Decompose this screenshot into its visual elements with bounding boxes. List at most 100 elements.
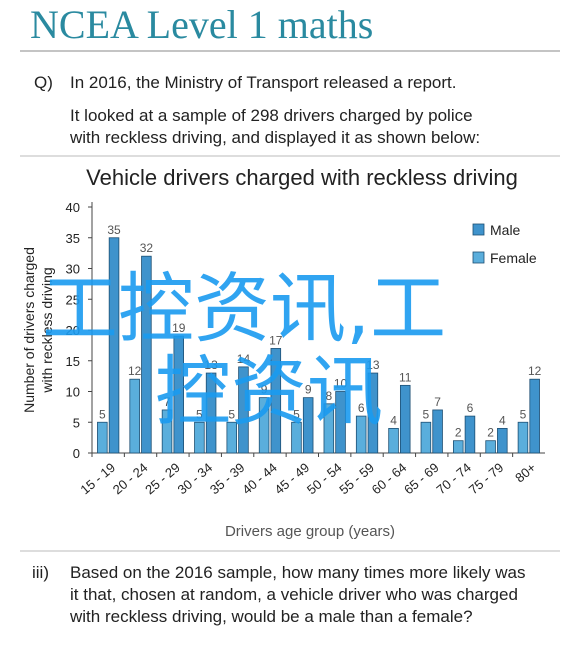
legend-swatch <box>472 223 485 236</box>
bar <box>432 409 443 454</box>
y-tick-label: 15 <box>66 354 80 369</box>
page-title: NCEA Level 1 maths <box>30 2 373 47</box>
bar <box>129 378 140 454</box>
bar <box>141 255 152 454</box>
part-label: iii) <box>32 563 49 582</box>
x-tick-label: 80+ <box>512 460 539 486</box>
x-tick-label: 30 - 34 <box>175 460 216 498</box>
value-label: 4 <box>390 413 397 427</box>
value-label: 9 <box>261 383 268 397</box>
y-tick-label: 0 <box>73 446 80 461</box>
value-label: 13 <box>204 358 218 372</box>
part-line: Based on the 2016 sample, how many times… <box>70 563 525 582</box>
part-line: with reckless driving, would be a male t… <box>69 607 473 626</box>
y-tick-label: 40 <box>66 200 80 215</box>
bar <box>335 391 346 454</box>
value-label: 5 <box>196 407 203 421</box>
value-label: 6 <box>358 401 365 415</box>
x-tick-label: 15 - 19 <box>77 460 118 498</box>
x-tick-label: 70 - 74 <box>433 460 474 498</box>
bar <box>291 421 302 454</box>
question-text: In 2016, the Ministry of Transport relea… <box>69 73 480 147</box>
bar <box>367 372 379 454</box>
value-label: 14 <box>237 352 251 366</box>
question-line: In 2016, the Ministry of Transport relea… <box>70 73 456 92</box>
bar <box>258 397 270 454</box>
bar <box>97 421 108 454</box>
value-label: 13 <box>366 358 380 372</box>
chart-title: Vehicle drivers charged with reckless dr… <box>86 165 518 190</box>
bar <box>302 397 314 454</box>
question-label: Q) <box>34 73 53 92</box>
bar <box>194 421 205 454</box>
bar <box>485 440 496 454</box>
x-tick-label: 65 - 69 <box>401 460 442 498</box>
question-line: with reckless driving, and displayed it … <box>69 128 480 147</box>
bar <box>355 415 367 454</box>
bar <box>270 348 282 454</box>
value-label: 5 <box>99 407 106 421</box>
x-tick-label: 25 - 29 <box>142 460 183 498</box>
value-label: 19 <box>172 321 186 335</box>
value-label: 5 <box>520 407 527 421</box>
question-line: It looked at a sample of 298 drivers cha… <box>70 106 473 125</box>
y-tick-label: 30 <box>66 262 80 277</box>
value-label: 7 <box>434 395 441 409</box>
x-tick-label: 40 - 44 <box>239 460 280 498</box>
x-tick-label: 50 - 54 <box>304 460 345 498</box>
bar <box>399 384 411 454</box>
bar <box>517 421 529 454</box>
bar <box>464 415 476 454</box>
value-label: 5 <box>293 407 300 421</box>
legend-label: Female <box>490 250 537 266</box>
value-label: 17 <box>269 333 283 347</box>
y-axis-label: with reckless driving <box>39 267 55 393</box>
bar <box>323 403 335 454</box>
value-label: 2 <box>455 426 462 440</box>
y-tick-label: 10 <box>66 385 80 400</box>
bar <box>497 427 508 454</box>
value-label: 32 <box>140 241 154 255</box>
bar <box>161 409 173 454</box>
legend-swatch <box>472 251 485 264</box>
value-label: 35 <box>107 223 121 237</box>
value-label: 7 <box>164 395 171 409</box>
value-label: 11 <box>399 370 412 384</box>
y-tick-label: 35 <box>66 231 80 246</box>
watermark-line: 工控资讯,工 <box>42 264 446 353</box>
x-tick-label: 45 - 49 <box>272 460 313 498</box>
x-tick-label: 75 - 79 <box>466 460 507 498</box>
y-tick-label: 5 <box>73 415 80 430</box>
value-label: 6 <box>467 401 474 415</box>
bar <box>226 421 238 454</box>
y-axis-label: Number of drivers charged <box>21 247 37 413</box>
x-tick-label: 60 - 64 <box>369 460 410 498</box>
watermark-line: 控资讯 <box>155 347 383 436</box>
bar <box>238 366 249 454</box>
value-label: 12 <box>128 364 142 378</box>
bar <box>420 421 432 454</box>
bar <box>388 427 399 454</box>
value-label: 5 <box>423 407 430 421</box>
x-tick-label: 35 - 39 <box>207 460 248 498</box>
x-tick-label: 55 - 59 <box>336 460 377 498</box>
part-line: it that, chosen at random, a vehicle dri… <box>70 585 518 604</box>
x-axis-label: Drivers age group (years) <box>225 523 395 540</box>
bar <box>529 378 540 454</box>
watermark: 工控资讯,工控资讯 <box>42 264 446 436</box>
value-label: 10 <box>334 377 348 391</box>
value-label: 8 <box>325 389 332 403</box>
part-text: Based on the 2016 sample, how many times… <box>69 563 525 626</box>
bar <box>205 372 217 454</box>
legend-label: Male <box>490 222 521 238</box>
bar <box>108 237 120 454</box>
x-tick-label: 20 - 24 <box>110 460 151 498</box>
y-tick-label: 20 <box>66 323 80 338</box>
value-label: 4 <box>499 413 506 427</box>
value-label: 2 <box>487 426 494 440</box>
y-tick-label: 25 <box>66 292 80 307</box>
value-label: 12 <box>528 364 542 378</box>
value-label: 5 <box>228 407 235 421</box>
value-label: 9 <box>305 383 312 397</box>
